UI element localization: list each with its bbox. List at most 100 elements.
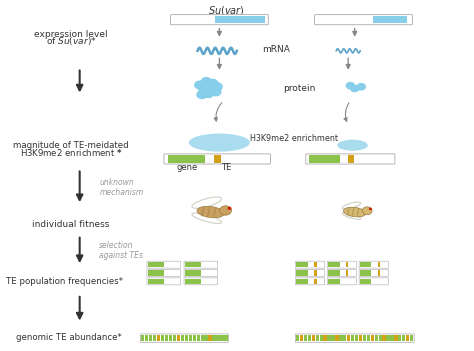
Circle shape <box>228 207 231 210</box>
FancyBboxPatch shape <box>295 261 325 268</box>
Text: H3K9me2 enrichment $\bf{*}$: H3K9me2 enrichment $\bf{*}$ <box>19 147 122 158</box>
Bar <box>373 16 407 23</box>
Bar <box>331 335 335 341</box>
FancyBboxPatch shape <box>359 278 388 285</box>
Bar <box>148 262 164 267</box>
Circle shape <box>203 89 214 98</box>
Bar <box>185 262 201 267</box>
Bar <box>316 335 319 341</box>
Bar <box>169 335 172 341</box>
Bar <box>201 335 204 341</box>
Bar <box>328 335 331 341</box>
Bar <box>300 335 303 341</box>
Bar <box>351 335 355 341</box>
Circle shape <box>356 83 366 91</box>
Bar <box>209 335 212 341</box>
Bar <box>148 271 164 276</box>
Ellipse shape <box>197 206 224 218</box>
FancyBboxPatch shape <box>327 278 356 285</box>
Bar <box>177 335 180 341</box>
Bar <box>296 279 308 284</box>
Ellipse shape <box>207 207 210 217</box>
Text: of $\it{Su(var)}$*: of $\it{Su(var)}$* <box>46 35 96 47</box>
Text: expression level: expression level <box>34 30 108 39</box>
Bar <box>204 335 208 341</box>
Bar <box>296 335 299 341</box>
Text: magnitude of TE-meidated: magnitude of TE-meidated <box>13 141 129 150</box>
Ellipse shape <box>189 133 250 152</box>
Bar <box>185 335 188 341</box>
Ellipse shape <box>213 207 216 217</box>
Text: unknown
mechanism: unknown mechanism <box>100 178 144 197</box>
Bar <box>312 335 315 341</box>
Bar <box>360 262 372 267</box>
FancyBboxPatch shape <box>184 261 218 268</box>
Bar <box>214 155 221 163</box>
Circle shape <box>196 90 208 99</box>
Text: genomic TE abundance*: genomic TE abundance* <box>16 333 122 342</box>
Bar <box>153 335 156 341</box>
Bar <box>348 155 354 163</box>
Bar <box>335 335 338 341</box>
FancyBboxPatch shape <box>171 15 268 25</box>
Bar <box>173 335 176 341</box>
Bar <box>339 335 343 341</box>
Text: individual fitness: individual fitness <box>32 220 109 229</box>
Circle shape <box>201 77 212 86</box>
Circle shape <box>205 84 216 93</box>
Bar <box>141 335 145 341</box>
Text: H3K9me2 enrichment: H3K9me2 enrichment <box>250 134 338 143</box>
Bar <box>220 335 224 341</box>
Circle shape <box>194 80 205 90</box>
Ellipse shape <box>347 208 349 216</box>
Circle shape <box>199 86 210 95</box>
Circle shape <box>207 79 219 88</box>
Ellipse shape <box>337 140 368 151</box>
Bar <box>328 262 339 267</box>
Bar <box>148 279 164 284</box>
Bar <box>314 262 317 267</box>
Bar <box>310 155 340 163</box>
Bar <box>390 335 393 341</box>
Bar <box>304 335 307 341</box>
Bar <box>161 335 164 341</box>
Bar <box>224 335 228 341</box>
Text: mRNA: mRNA <box>262 45 290 54</box>
Bar <box>371 335 374 341</box>
Bar <box>296 262 308 267</box>
FancyBboxPatch shape <box>315 15 412 25</box>
Bar <box>215 16 264 23</box>
Bar <box>185 271 201 276</box>
FancyBboxPatch shape <box>140 334 228 342</box>
FancyBboxPatch shape <box>306 154 395 164</box>
Bar <box>168 155 205 163</box>
Bar <box>149 335 152 341</box>
Bar <box>328 279 339 284</box>
Ellipse shape <box>357 208 359 216</box>
FancyBboxPatch shape <box>359 270 388 277</box>
Circle shape <box>350 85 360 92</box>
Bar <box>360 271 372 276</box>
Bar <box>386 335 390 341</box>
Bar <box>165 335 168 341</box>
Bar <box>359 335 362 341</box>
Bar <box>346 262 348 267</box>
FancyBboxPatch shape <box>359 261 388 268</box>
Text: TE: TE <box>221 163 231 172</box>
Bar <box>296 271 308 276</box>
FancyBboxPatch shape <box>164 154 271 164</box>
Bar <box>383 335 386 341</box>
Bar <box>314 271 317 276</box>
Circle shape <box>211 82 223 91</box>
Bar <box>212 335 216 341</box>
Bar <box>394 335 398 341</box>
Bar <box>367 335 370 341</box>
Ellipse shape <box>201 207 204 217</box>
Circle shape <box>210 87 221 97</box>
Bar <box>217 335 220 341</box>
FancyBboxPatch shape <box>295 334 414 342</box>
Ellipse shape <box>343 207 366 217</box>
Ellipse shape <box>352 208 354 216</box>
FancyBboxPatch shape <box>295 270 325 277</box>
Bar <box>346 271 348 276</box>
